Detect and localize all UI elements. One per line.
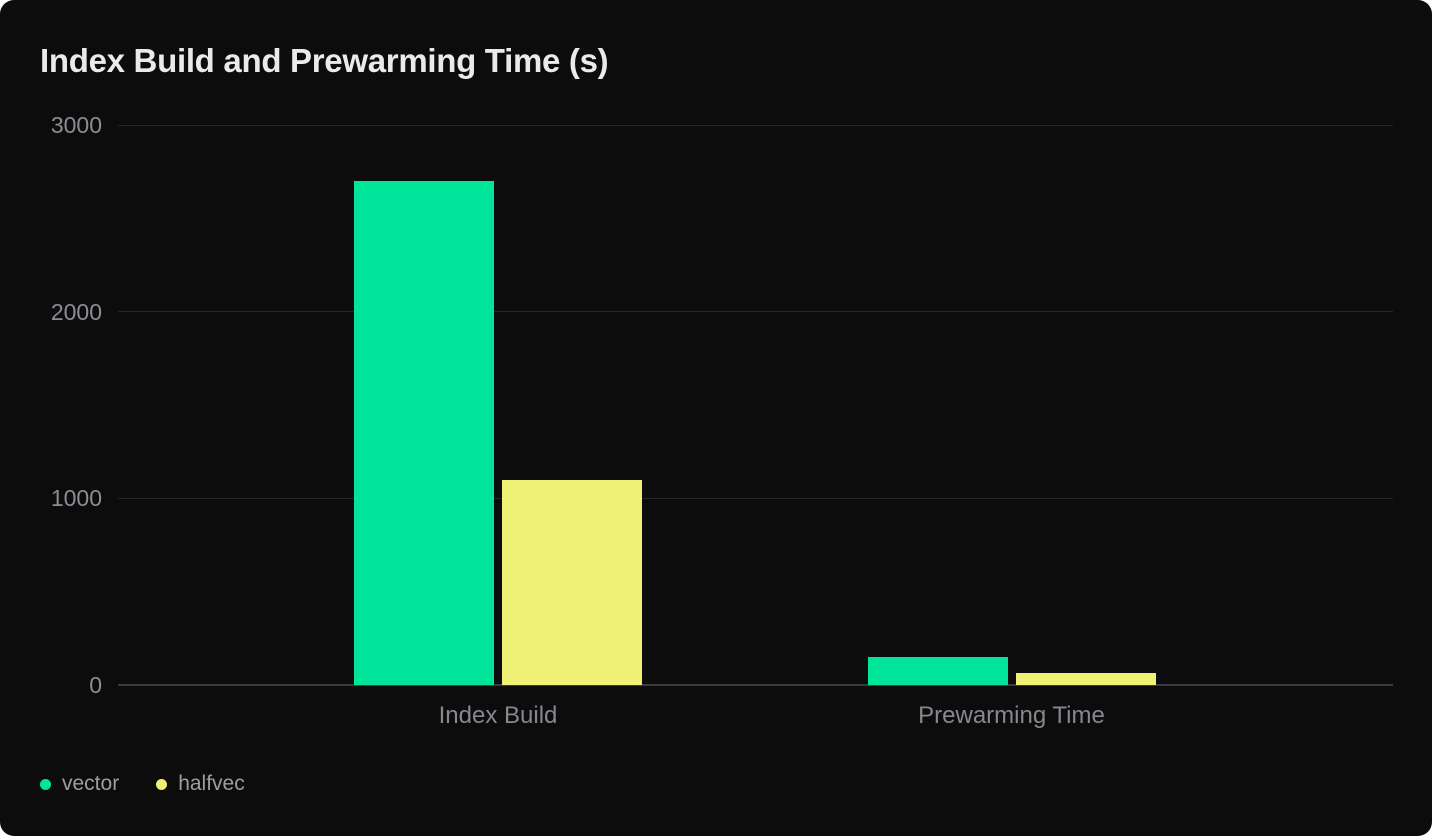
gridline (118, 497, 1393, 499)
gridline (118, 124, 1393, 126)
gridline (118, 311, 1393, 313)
legend: vector halfvec (40, 770, 245, 798)
legend-item-vector: vector (40, 772, 119, 796)
legend-dot-icon (156, 778, 168, 790)
legend-label-halfvec: halfvec (178, 772, 245, 795)
x-category-label-index-build: Index Build (438, 702, 558, 729)
bar-halfvec-index-build[interactable] (502, 479, 642, 685)
y-tick-label: 2000 (50, 298, 102, 325)
bar-halfvec-prewarming-time[interactable] (1015, 672, 1156, 685)
y-tick-label: 0 (89, 672, 102, 698)
y-tick-label: 3000 (50, 112, 102, 138)
chart-title: Index Build and Prewarming Time (s) (40, 42, 609, 79)
bar-vector-index-build[interactable] (354, 181, 494, 685)
x-axis-line (118, 684, 1393, 686)
bar-vector-prewarming-time[interactable] (867, 657, 1008, 685)
legend-dot-icon (40, 778, 51, 790)
legend-item-halfvec: halfvec (156, 772, 245, 796)
legend-label-vector: vector (62, 772, 120, 795)
y-tick-label: 1000 (50, 485, 102, 512)
x-category-label-prewarming-time: Prewarming Time (918, 702, 1105, 729)
